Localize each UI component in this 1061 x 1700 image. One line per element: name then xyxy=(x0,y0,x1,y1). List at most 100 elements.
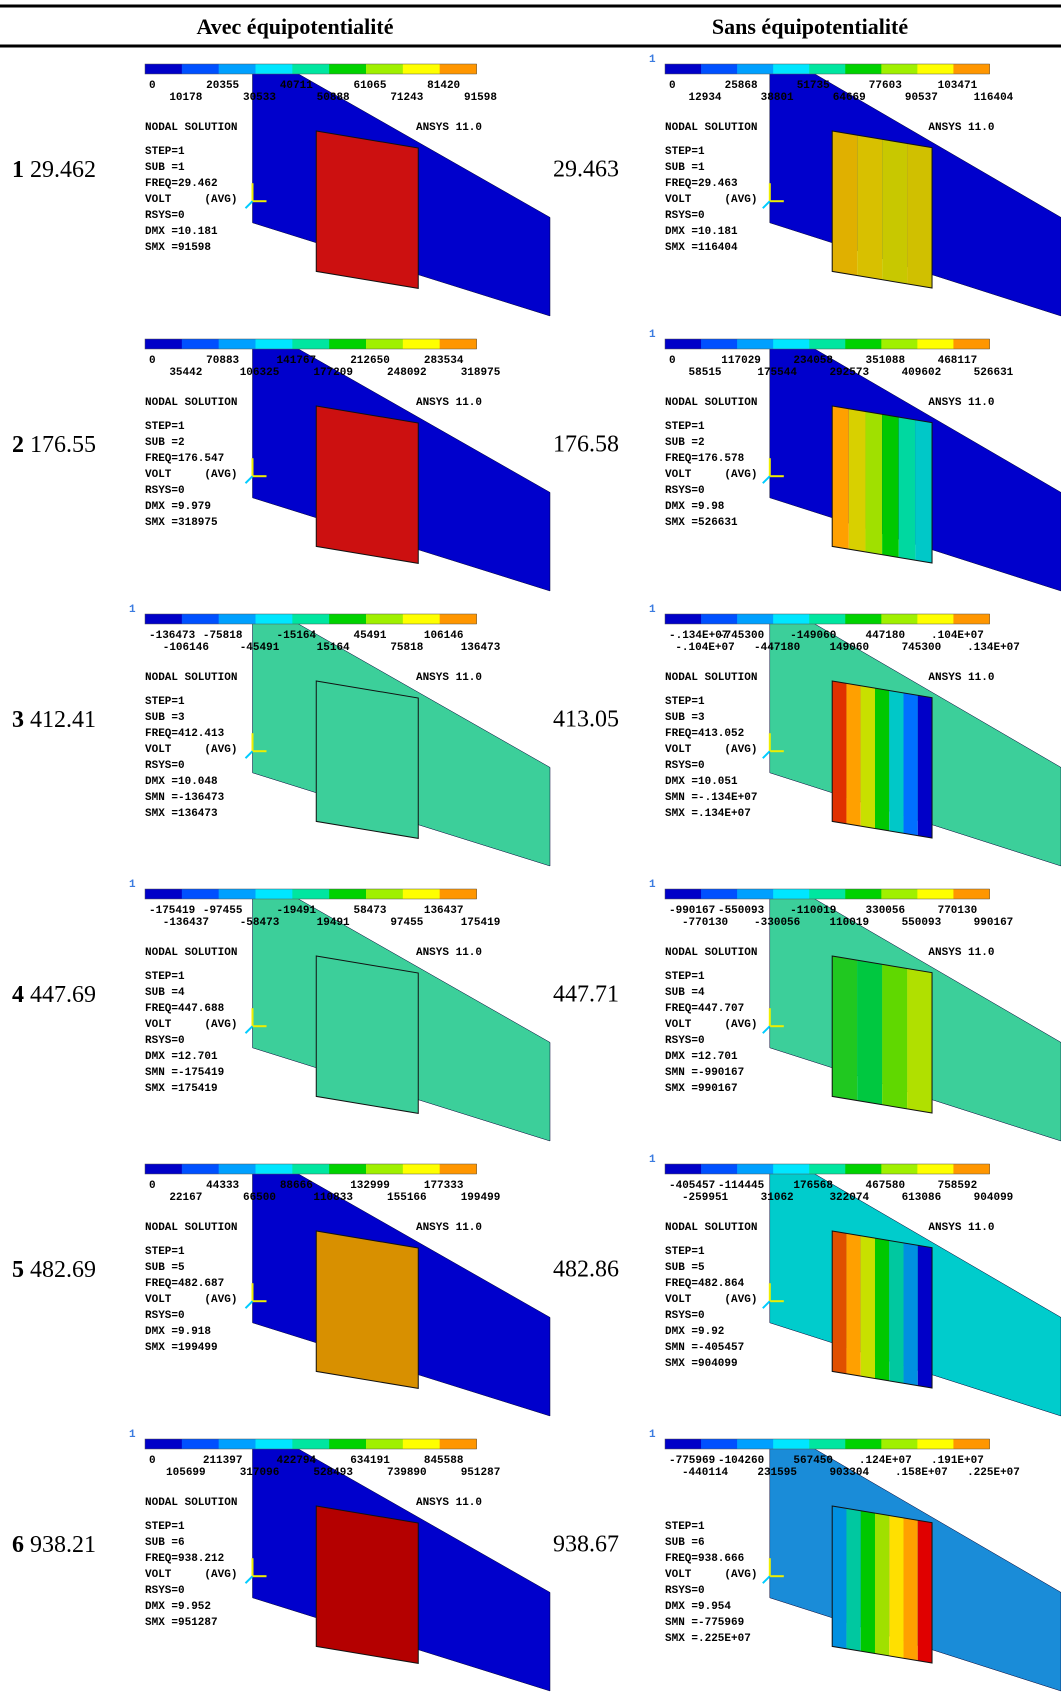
plate xyxy=(832,131,858,276)
color-bar-cell xyxy=(665,889,702,899)
legend-label: -15164 xyxy=(277,630,317,642)
color-bar-cell xyxy=(845,339,882,349)
plate xyxy=(316,406,419,564)
color-bar-frame xyxy=(144,1163,477,1175)
row-number: 1 xyxy=(12,157,24,183)
row-label: 1 29.462 xyxy=(12,157,96,183)
plot-info: SUB =1 xyxy=(145,162,185,174)
legend-label: -104260 xyxy=(718,1455,764,1467)
legend-label: 951287 xyxy=(461,1467,501,1479)
color-bar-cell xyxy=(953,889,990,899)
legend-label: 990167 xyxy=(974,917,1014,929)
result-panel: 1 -405457 -114445 176568 467580 758592 -259951… xyxy=(649,1154,1061,1417)
plot-info: SUB =4 xyxy=(665,987,705,999)
plate xyxy=(917,695,933,839)
color-bar-cell xyxy=(145,889,183,899)
plot-info: RSYS=0 xyxy=(665,1035,705,1047)
plate xyxy=(907,143,933,289)
result-panel: 0 44333 88666 132999 177333 22167 66500 110833 1… xyxy=(144,1163,551,1417)
plot-version: ANSYS 11.0 xyxy=(928,397,994,409)
axis-z xyxy=(762,1300,771,1309)
color-bar-cell xyxy=(181,1164,220,1174)
plate-outline xyxy=(315,1505,419,1664)
plate xyxy=(865,411,883,555)
plot-version: ANSYS 11.0 xyxy=(416,1222,482,1234)
legend-label: 15164 xyxy=(317,642,350,654)
row-label: 2 176.55 xyxy=(12,432,96,458)
header-left: Avec équipotentialité xyxy=(197,14,394,39)
left-frequency: 29.462 xyxy=(30,157,96,183)
legend-label: 58515 xyxy=(689,367,722,379)
color-bar-cell xyxy=(181,64,220,74)
legend-label: 739890 xyxy=(387,1467,427,1479)
plate xyxy=(898,417,916,561)
legend-label: 567450 xyxy=(793,1455,833,1467)
legend-label: 155166 xyxy=(387,1192,427,1204)
plot-title: NODAL SOLUTION xyxy=(145,1497,237,1509)
color-bar-cell xyxy=(665,1439,702,1449)
color-bar-cell xyxy=(773,889,810,899)
color-bar-cell xyxy=(255,64,293,74)
color-bar-cell xyxy=(917,614,954,624)
plot-info: STEP=1 xyxy=(145,421,185,433)
legend-label: -58473 xyxy=(240,917,280,929)
legend-label: -45491 xyxy=(240,642,280,654)
legend-label: 177209 xyxy=(313,367,353,379)
color-bar-frame xyxy=(664,338,990,350)
color-bar-cell xyxy=(881,614,918,624)
legend-label: 71243 xyxy=(390,92,423,104)
row-number: 2 xyxy=(12,432,24,458)
plate-outline xyxy=(831,1230,933,1389)
legend-label: -990167 xyxy=(669,905,715,917)
plot-info: DMX =12.701 xyxy=(145,1051,218,1063)
color-bar-cell xyxy=(809,339,846,349)
legend-label: 136437 xyxy=(424,905,464,917)
left-frequency: 938.21 xyxy=(30,1532,96,1558)
legend-label: .124E+07 xyxy=(859,1455,912,1467)
color-bar-cell xyxy=(329,889,367,899)
legend-label: -745300 xyxy=(718,630,764,642)
legend-label: 613086 xyxy=(902,1192,942,1204)
axis-z xyxy=(244,1575,254,1584)
plate-outline xyxy=(315,680,419,839)
color-bar-cell xyxy=(773,339,810,349)
color-bar-cell xyxy=(292,889,330,899)
legend-label: 10178 xyxy=(169,92,202,104)
plot-info: SUB =6 xyxy=(665,1537,705,1549)
result-panel: 1 -.134E+07-745300 -149060 447180 .104E+07 -.… xyxy=(649,604,1061,867)
plate xyxy=(846,683,861,827)
plot-info: RSYS=0 xyxy=(665,1310,705,1322)
plot-version: ANSYS 11.0 xyxy=(416,672,482,684)
plot-info: DMX =9.952 xyxy=(145,1601,211,1613)
color-bar-frame xyxy=(144,613,477,625)
legend-label: 81420 xyxy=(427,80,460,92)
plate xyxy=(903,1517,918,1661)
plot-info: FREQ=176.547 xyxy=(145,453,224,465)
plot-title: NODAL SOLUTION xyxy=(665,947,757,959)
legend-label: 176568 xyxy=(793,1180,833,1192)
legend-label: 447180 xyxy=(866,630,906,642)
legend-label: 44333 xyxy=(206,1180,239,1192)
legend-label: -136437 xyxy=(163,917,209,929)
legend-label: .191E+07 xyxy=(931,1455,984,1467)
plate xyxy=(915,419,933,564)
color-bar-cell xyxy=(329,614,367,624)
color-bar-cell xyxy=(845,1164,882,1174)
legend-label: 136473 xyxy=(461,642,501,654)
legend-label: 117029 xyxy=(721,355,761,367)
color-bar-cell xyxy=(917,64,954,74)
color-bar-cell xyxy=(665,64,702,74)
corner-label: 1 xyxy=(649,604,656,616)
legend-label: 758592 xyxy=(938,1180,978,1192)
plate-outline xyxy=(315,1230,419,1389)
legend-label: 317096 xyxy=(240,1467,280,1479)
legend-label: 0 xyxy=(149,1180,156,1192)
plot-info: VOLT (AVG) xyxy=(665,1294,757,1306)
plate xyxy=(316,1231,419,1389)
legend-label: 61065 xyxy=(353,80,386,92)
color-bar-cell xyxy=(402,339,441,349)
plot-info: SMX =175419 xyxy=(145,1083,218,1095)
color-bar-cell xyxy=(917,1164,954,1174)
axis-z xyxy=(762,1575,771,1584)
plate xyxy=(874,688,890,831)
